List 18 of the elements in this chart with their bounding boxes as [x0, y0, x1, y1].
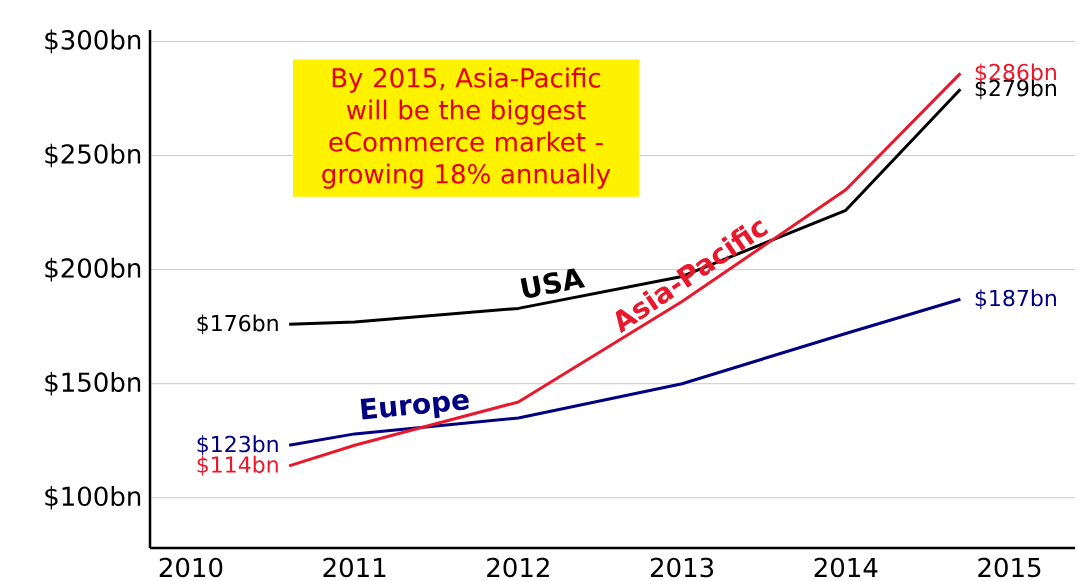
y-tick-label: $100bn	[45, 486, 141, 510]
y-tick-label: $200bn	[45, 257, 141, 282]
x-tick-label: 2012	[487, 557, 549, 578]
data-label: $176bn	[197, 314, 278, 335]
x-tick-label: 2015	[978, 557, 1041, 578]
y-tick-label: $150bn	[45, 372, 141, 396]
data-label: $187bn	[975, 289, 1056, 310]
data-label: $123bn	[197, 435, 278, 456]
annotation: By 2015, Asia-Pacific will be the biggest eCommerce market - growing 18% annually	[322, 67, 611, 189]
text: USA	[520, 268, 586, 298]
x-tick-label: 2010	[159, 557, 223, 578]
text: Europe	[360, 394, 469, 420]
data-label: $114bn	[197, 456, 278, 476]
x-tick-label: 2013	[650, 557, 714, 578]
x-tick-label: 2011	[323, 557, 386, 578]
y-tick-label: $300bn	[45, 29, 141, 54]
y-tick-label: $250bn	[45, 143, 141, 168]
x-tick-label: 2014	[814, 557, 878, 578]
